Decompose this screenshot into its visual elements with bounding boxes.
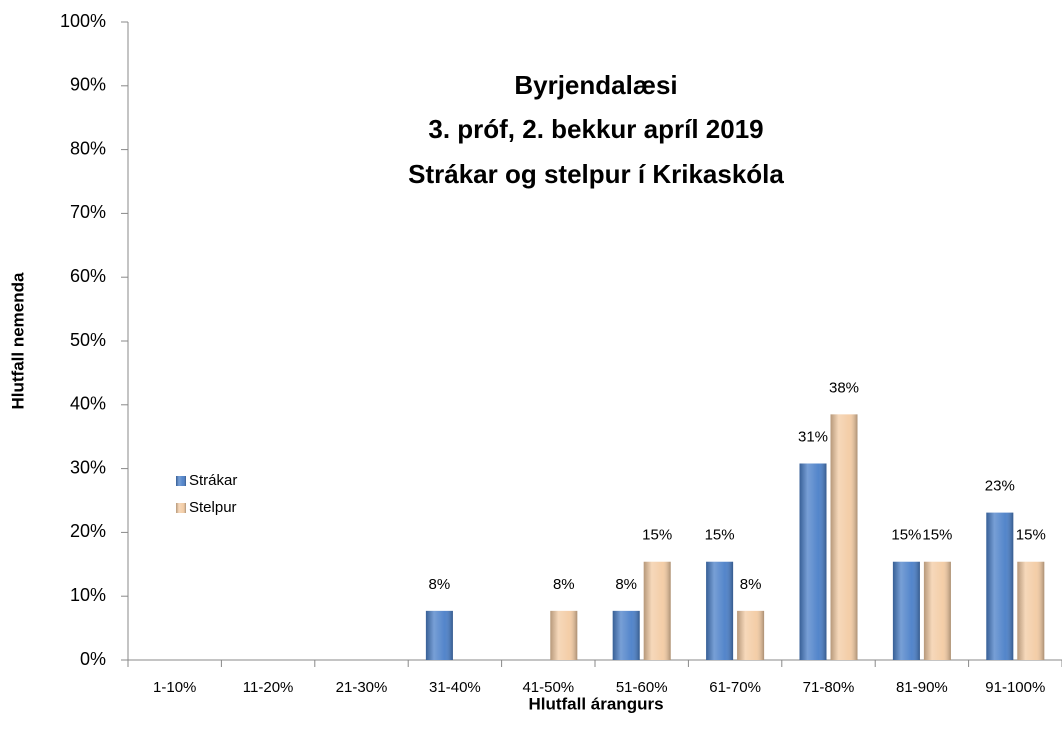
- x-tick-label: 81-90%: [896, 679, 948, 696]
- y-tick-label: 100%: [60, 11, 106, 31]
- legend-swatch-shade: [176, 503, 186, 513]
- x-tick-label: 21-30%: [336, 679, 388, 696]
- value-label: 23%: [985, 478, 1015, 495]
- bar-shade: [830, 414, 858, 660]
- chart-title: Strákar og stelpur í Krikaskóla: [408, 159, 784, 189]
- y-tick-label: 30%: [70, 457, 106, 477]
- value-label: 8%: [429, 576, 451, 593]
- bar-shade: [612, 610, 640, 660]
- bar-shade: [892, 561, 920, 660]
- y-tick-label: 70%: [70, 202, 106, 222]
- value-label: 15%: [891, 527, 921, 544]
- x-tick-label: 91-100%: [985, 679, 1045, 696]
- bar-shade: [706, 561, 734, 660]
- value-label: 38%: [829, 379, 859, 396]
- value-label: 8%: [740, 576, 762, 593]
- value-label: 31%: [798, 428, 828, 445]
- y-tick-label: 10%: [70, 585, 106, 605]
- x-tick-label: 11-20%: [243, 679, 294, 696]
- bar-shade: [737, 610, 765, 660]
- value-label: 8%: [615, 576, 637, 593]
- y-tick-label: 50%: [70, 330, 106, 350]
- x-tick-label: 31-40%: [429, 679, 481, 696]
- x-tick-label: 41-50%: [522, 679, 574, 696]
- bar-shade: [1017, 561, 1045, 660]
- value-label: 15%: [1016, 527, 1046, 544]
- chart-title: 3. próf, 2. bekkur apríl 2019: [428, 114, 763, 144]
- value-label: 8%: [553, 576, 575, 593]
- value-label: 15%: [642, 527, 672, 544]
- value-label: 15%: [705, 527, 735, 544]
- y-axis-title: Hlutfall nemenda: [8, 272, 27, 410]
- bar-shade: [550, 610, 578, 660]
- x-tick-label: 1-10%: [153, 679, 196, 696]
- x-tick-label: 61-70%: [709, 679, 761, 696]
- y-tick-label: 20%: [70, 521, 106, 541]
- value-label: 15%: [922, 527, 952, 544]
- y-tick-label: 40%: [70, 394, 106, 414]
- legend-label: Strákar: [189, 472, 237, 489]
- bar-shade: [923, 561, 951, 660]
- y-tick-label: 90%: [70, 75, 106, 95]
- y-tick-label: 0%: [80, 649, 106, 669]
- chart-title: Byrjendalæsi: [514, 70, 677, 100]
- x-tick-label: 51-60%: [616, 679, 668, 696]
- x-tick-label: 71-80%: [803, 679, 855, 696]
- legend-swatch-shade: [176, 476, 186, 486]
- bar-shade: [799, 463, 827, 660]
- bar-shade: [643, 561, 671, 660]
- x-axis-title: Hlutfall árangurs: [528, 694, 663, 713]
- y-tick-label: 60%: [70, 266, 106, 286]
- legend-label: Stelpur: [189, 499, 237, 516]
- y-tick-label: 80%: [70, 138, 106, 158]
- bar-shade: [986, 512, 1014, 660]
- bar-shade: [425, 610, 453, 660]
